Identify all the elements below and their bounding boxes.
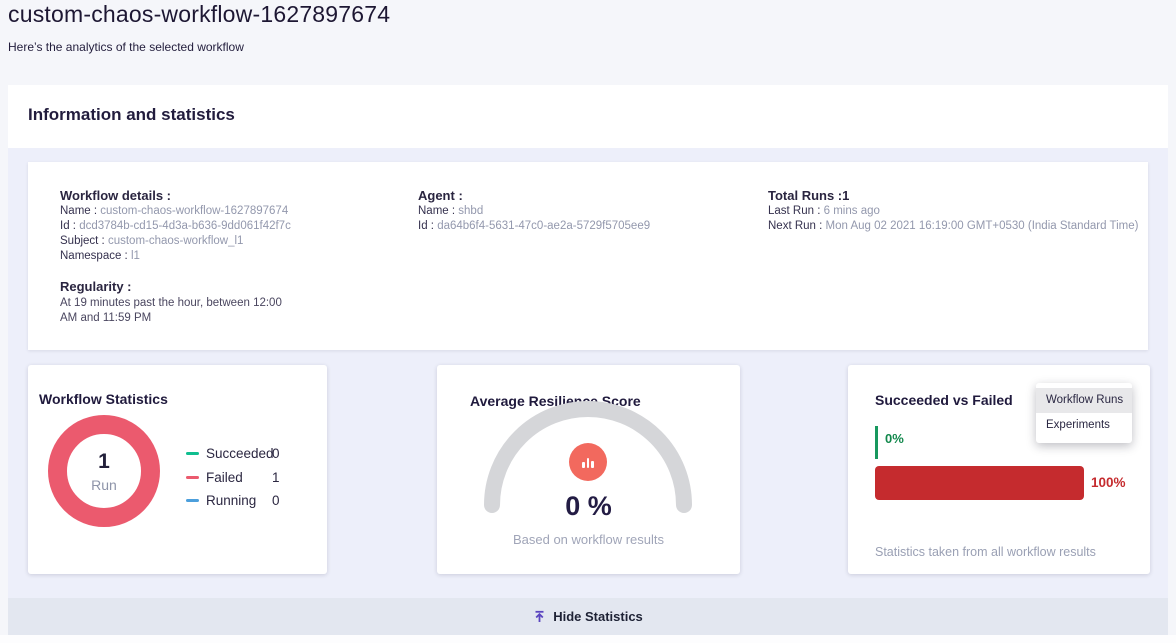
workflow-name-label: Name : <box>60 205 98 217</box>
agent-heading: Agent : <box>418 188 463 203</box>
agent-name-label: Name : <box>418 205 456 217</box>
workflow-statistics-title: Workflow Statistics <box>39 391 168 407</box>
legend-item-failed: Failed 1 <box>186 470 316 486</box>
succeeded-vs-failed-card: Succeeded vs Failed 0% 100% Statistics t… <box>848 365 1150 574</box>
workflow-runs-donut-chart: 1 Run <box>48 415 160 527</box>
workflow-id-value: dcd3784b-cd15-4d3a-b636-9dd061f42f7c <box>79 220 291 232</box>
chart-scope-dropdown-menu: Workflow Runs Experiments <box>1036 383 1132 443</box>
resilience-score-card: Average Resilience Score 0 % Based on wo… <box>437 365 740 574</box>
failed-percent: 100% <box>1091 475 1126 490</box>
hide-statistics-button[interactable]: Hide Statistics <box>8 598 1168 635</box>
failed-dash-icon <box>186 476 199 479</box>
legend-item-succeeded: Succeeded 0 <box>186 446 316 462</box>
succeeded-bar <box>875 426 878 459</box>
next-run-label: Next Run : <box>768 220 823 232</box>
succeeded-vs-failed-title: Succeeded vs Failed <box>875 392 1013 408</box>
running-legend-value: 0 <box>272 493 280 508</box>
workflow-statistics-card: Workflow Statistics 1 Run Succeeded 0 Fa… <box>28 365 327 574</box>
hide-statistics-label: Hide Statistics <box>553 609 643 624</box>
succeeded-percent: 0% <box>885 431 904 446</box>
donut-run-label: Run <box>91 476 117 493</box>
page-title: custom-chaos-workflow-1627897674 <box>8 1 391 27</box>
resilience-score-caption: Based on workflow results <box>512 532 664 547</box>
agent-name-value: shbd <box>458 205 484 217</box>
succeeded-vs-failed-caption: Statistics taken from all workflow resul… <box>875 545 1096 559</box>
workflow-name-row: Name : custom-chaos-workflow-1627897674 <box>60 205 288 217</box>
workflow-info-panel: Workflow details : Name : custom-chaos-w… <box>28 162 1148 350</box>
workflow-id-row: Id : dcd3784b-cd15-4d3a-b636-9dd061f42f7… <box>60 220 291 232</box>
failed-legend-value: 1 <box>272 470 280 485</box>
resilience-gauge-arc <box>484 401 692 513</box>
donut-run-count: 1 <box>98 449 110 473</box>
running-legend-label: Running <box>206 493 257 508</box>
last-run-row: Last Run : 6 mins ago <box>768 205 880 217</box>
succeeded-dash-icon <box>186 452 199 455</box>
bar-chart-badge-icon <box>569 443 607 481</box>
next-run-value: Mon Aug 02 2021 16:19:00 GMT+0530 (India… <box>825 220 1139 232</box>
agent-name-row: Name : shbd <box>418 205 483 217</box>
running-dash-icon <box>186 499 199 502</box>
information-statistics-band: Information and statistics <box>8 85 1168 148</box>
bottom-strip <box>0 635 1176 643</box>
resilience-score-value: 0 % <box>565 491 612 521</box>
section-header: Information and statistics <box>28 105 235 124</box>
workflow-id-label: Id : <box>60 220 76 232</box>
failed-legend-label: Failed <box>206 470 243 485</box>
next-run-row: Next Run : Mon Aug 02 2021 16:19:00 GMT+… <box>768 220 1138 232</box>
workflow-subject-row: Subject : custom-chaos-workflow_l1 <box>60 235 243 247</box>
succeeded-legend-value: 0 <box>272 446 280 461</box>
total-runs-heading: Total Runs :1 <box>768 188 850 203</box>
last-run-value: 6 mins ago <box>823 205 880 217</box>
workflow-namespace-value: l1 <box>130 250 140 262</box>
workflow-details-heading: Workflow details : <box>60 188 171 203</box>
agent-id-row: Id : da64b6f4-5631-47c0-ae2a-5729f5705ee… <box>418 220 650 232</box>
agent-id-value: da64b6f4-5631-47c0-ae2a-5729f5705ee9 <box>437 220 651 232</box>
menu-item-workflow-runs[interactable]: Workflow Runs <box>1036 388 1132 413</box>
collapse-up-icon <box>535 610 544 622</box>
legend-item-running: Running 0 <box>186 493 316 509</box>
regularity-line-1: At 19 minutes past the hour, between 12:… <box>60 297 282 309</box>
agent-id-label: Id : <box>418 220 434 232</box>
regularity-heading: Regularity : <box>60 279 132 294</box>
workflow-name-value: custom-chaos-workflow-1627897674 <box>100 205 289 217</box>
succeeded-legend-label: Succeeded <box>206 446 274 461</box>
page-subtitle: Here’s the analytics of the selected wor… <box>8 40 244 54</box>
workflow-subject-value: custom-chaos-workflow_l1 <box>107 235 244 247</box>
workflow-subject-label: Subject : <box>60 235 105 247</box>
last-run-label: Last Run : <box>768 205 821 217</box>
failed-bar <box>875 466 1084 500</box>
menu-item-experiments[interactable]: Experiments <box>1046 419 1110 431</box>
workflow-namespace-label: Namespace : <box>60 250 128 262</box>
regularity-line-2: AM and 11:59 PM <box>60 312 152 324</box>
workflow-namespace-row: Namespace : l1 <box>60 250 140 262</box>
